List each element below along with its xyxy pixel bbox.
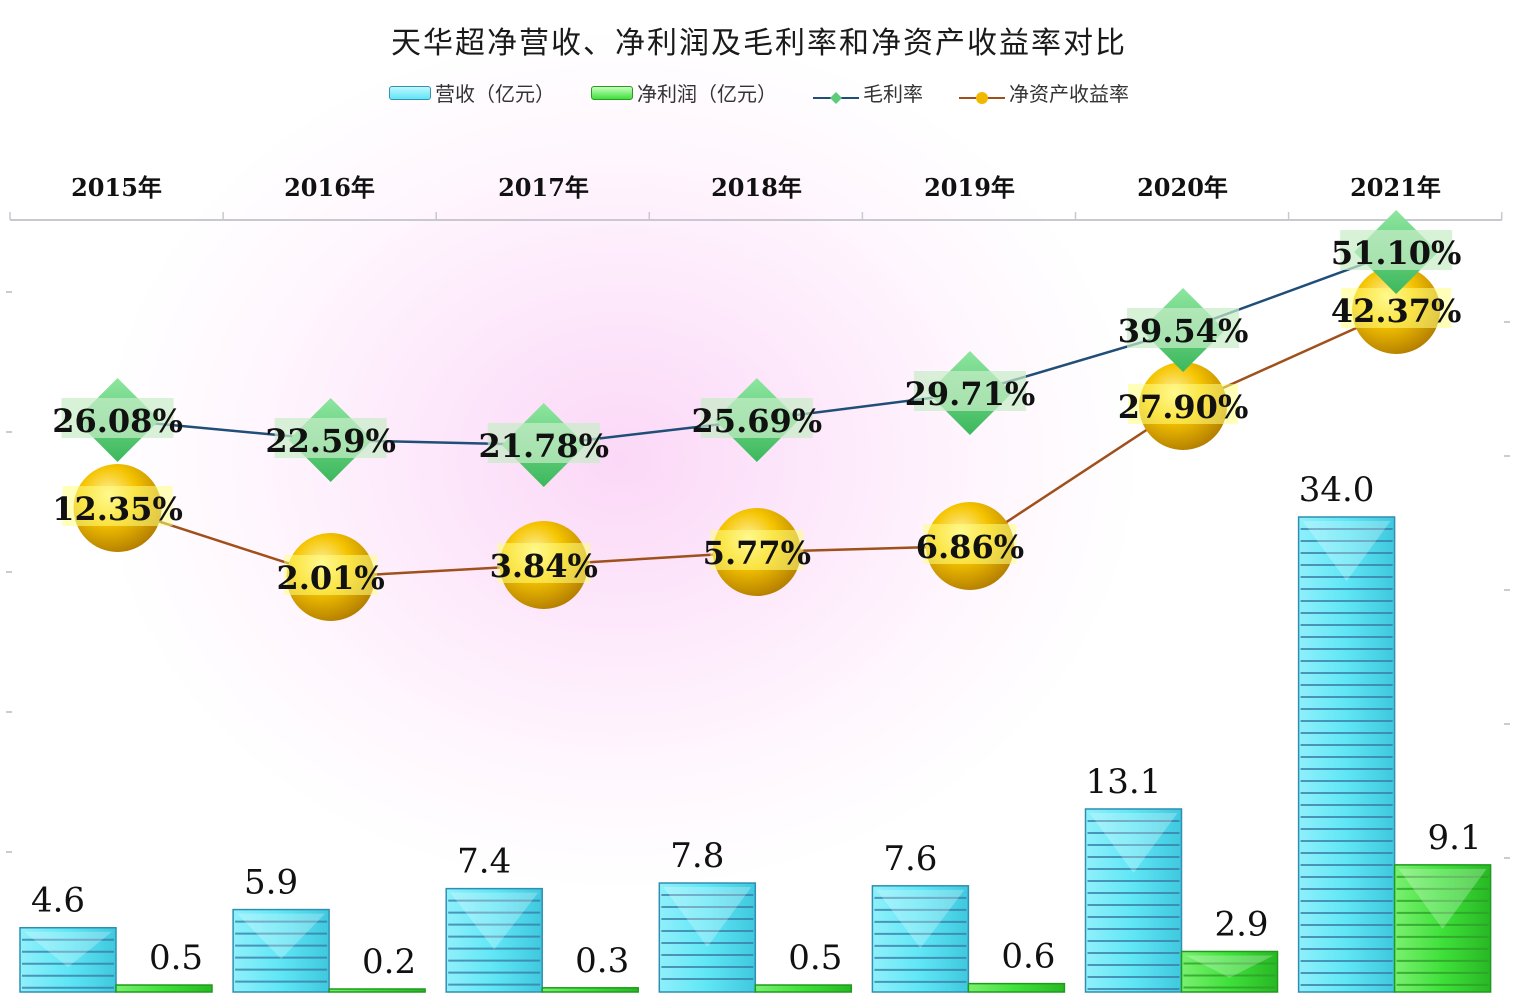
bar (19, 926, 117, 993)
bar (1297, 516, 1396, 993)
svg-text:3.84%: 3.84% (490, 547, 598, 585)
svg-text:51.10%: 51.10% (1331, 234, 1462, 272)
svg-text:22.59%: 22.59% (265, 422, 396, 460)
x-tick-label: 2018年 (711, 173, 802, 202)
legend: 营收（亿元） 净利润（亿元） 毛利率 净资产收益率 (0, 78, 1518, 107)
svg-text:0.3: 0.3 (575, 941, 629, 981)
roe-marker: 6.86% (916, 502, 1024, 590)
x-tick-label: 2019年 (924, 173, 1015, 202)
svg-text:7.8: 7.8 (670, 836, 724, 876)
svg-text:0.2: 0.2 (362, 942, 416, 982)
roe-marker: 3.84% (490, 521, 598, 609)
svg-text:0.5: 0.5 (788, 938, 842, 978)
bar (328, 988, 426, 993)
svg-text:6.86%: 6.86% (916, 528, 1024, 566)
legend-item-profit: 净利润（亿元） (591, 78, 777, 107)
legend-label: 营收（亿元） (435, 82, 555, 106)
bar (445, 887, 543, 993)
roe-marker: 2.01% (276, 533, 385, 621)
svg-text:27.90%: 27.90% (1118, 388, 1249, 426)
gross-margin-marker: 51.10% (1331, 210, 1462, 294)
x-tick-label: 2016年 (284, 173, 375, 202)
x-tick-label: 2017年 (498, 173, 589, 202)
svg-text:0.6: 0.6 (1001, 937, 1055, 977)
svg-text:9.1: 9.1 (1428, 818, 1482, 858)
gross-margin-marker: 26.08% (52, 378, 183, 462)
svg-text:39.54%: 39.54% (1118, 312, 1249, 350)
line-circle-icon (959, 86, 1005, 104)
bar (115, 984, 213, 993)
roe-marker: 27.90% (1118, 362, 1249, 450)
bar (232, 908, 330, 993)
revenue-swatch-icon (389, 85, 431, 100)
legend-item-roe: 净资产收益率 (959, 78, 1129, 107)
gross-margin-marker: 29.71% (905, 351, 1036, 435)
legend-item-gross-margin: 毛利率 (813, 78, 923, 107)
gross-margin-marker: 25.69% (692, 378, 823, 462)
gross-margin-marker: 39.54% (1118, 288, 1249, 372)
bar (658, 882, 757, 993)
chart-title: 天华超净营收、净利润及毛利率和净资产收益率对比 (391, 26, 1127, 61)
svg-text:25.69%: 25.69% (692, 402, 823, 440)
bar (1393, 864, 1492, 993)
x-tick-label: 2020年 (1137, 173, 1228, 202)
line-diamond-icon (813, 86, 859, 104)
svg-text:12.35%: 12.35% (52, 490, 183, 528)
bar (967, 982, 1066, 993)
bar (541, 987, 639, 993)
svg-text:42.37%: 42.37% (1331, 292, 1462, 330)
svg-text:2.01%: 2.01% (276, 559, 384, 597)
svg-text:0.5: 0.5 (149, 938, 203, 978)
bar (1180, 950, 1279, 993)
svg-text:2.9: 2.9 (1214, 904, 1268, 944)
roe-marker: 5.77% (703, 508, 811, 596)
legend-item-revenue: 营收（亿元） (389, 78, 555, 107)
svg-text:5.77%: 5.77% (703, 534, 811, 572)
bar (1084, 808, 1183, 993)
legend-label: 净资产收益率 (1009, 82, 1129, 106)
profit-swatch-icon (591, 85, 633, 100)
gross-margin-marker: 21.78% (478, 403, 609, 487)
svg-text:7.4: 7.4 (457, 842, 511, 882)
roe-marker: 42.37% (1331, 266, 1462, 354)
svg-text:34.0: 34.0 (1299, 470, 1375, 510)
svg-text:5.9: 5.9 (244, 863, 298, 903)
legend-label: 毛利率 (863, 82, 923, 106)
roe-marker: 12.35% (52, 464, 183, 552)
bar (754, 984, 853, 993)
svg-text:4.6: 4.6 (31, 881, 85, 921)
svg-text:21.78%: 21.78% (478, 427, 609, 465)
gross-margin-marker: 22.59% (265, 398, 396, 482)
x-tick-label: 2015年 (71, 173, 162, 202)
svg-text:13.1: 13.1 (1086, 762, 1162, 802)
bar (871, 885, 970, 993)
legend-label: 净利润（亿元） (637, 82, 777, 106)
svg-text:26.08%: 26.08% (52, 402, 183, 440)
svg-text:7.6: 7.6 (883, 839, 937, 879)
svg-text:29.71%: 29.71% (905, 375, 1036, 413)
x-tick-label: 2021年 (1350, 173, 1441, 202)
